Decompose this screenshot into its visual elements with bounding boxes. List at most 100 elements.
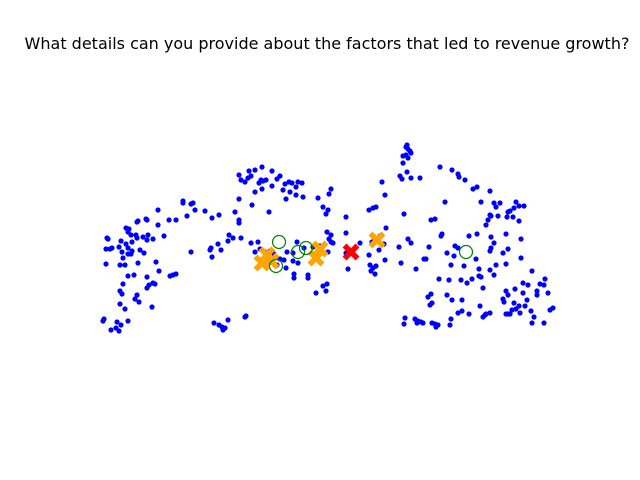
scatter-point xyxy=(510,214,516,220)
scatter-point xyxy=(315,195,321,201)
scatter-point xyxy=(324,229,330,235)
scatter-point xyxy=(274,176,280,182)
scatter-point xyxy=(156,268,162,274)
scatter-point xyxy=(260,178,266,184)
scatter-point xyxy=(451,253,457,259)
scatter-point xyxy=(345,266,351,272)
scatter-point xyxy=(232,209,238,215)
scatter-point xyxy=(408,175,414,181)
scatter-point xyxy=(242,314,248,320)
scatter-point xyxy=(449,167,455,173)
scatter-point xyxy=(482,312,488,318)
scatter-point xyxy=(524,297,530,303)
scatter-point xyxy=(313,290,319,296)
scatter-point xyxy=(412,316,418,322)
scatter-point xyxy=(405,155,411,161)
scatter-point xyxy=(469,276,475,282)
scatter-point xyxy=(401,321,407,327)
scatter-point xyxy=(488,245,494,251)
scatter-point xyxy=(522,303,528,309)
scatter-point xyxy=(103,246,109,252)
scatter-point xyxy=(497,200,503,206)
scatter-point xyxy=(455,171,461,177)
scatter-point xyxy=(442,199,448,205)
scatter-point xyxy=(541,320,547,326)
scatter-point xyxy=(123,241,129,247)
scatter-point xyxy=(144,217,150,223)
scatter-point xyxy=(173,271,179,277)
scatter-point xyxy=(520,290,526,296)
scatter-point xyxy=(137,247,143,253)
scatter-point xyxy=(252,189,258,195)
scatter-point xyxy=(149,304,155,310)
circle-marker xyxy=(268,258,284,274)
scatter-point xyxy=(459,297,465,303)
scatter-point xyxy=(101,316,107,322)
scatter-point xyxy=(103,261,109,267)
scatter-point xyxy=(328,186,334,192)
scatter-point xyxy=(458,277,464,283)
scatter-point xyxy=(485,217,491,223)
scatter-point xyxy=(146,282,152,288)
scatter-point xyxy=(505,292,511,298)
scatter-point xyxy=(511,205,517,211)
scatter-point xyxy=(300,194,306,200)
scatter-point xyxy=(117,301,123,307)
scatter-point xyxy=(404,142,410,148)
scatter-point xyxy=(373,204,379,210)
scatter-point xyxy=(420,320,426,326)
scatter-point xyxy=(287,189,293,195)
scatter-point xyxy=(215,241,221,247)
scatter-point xyxy=(184,213,190,219)
scatter-point xyxy=(491,200,497,206)
scatter-point xyxy=(505,246,511,252)
scatter-point xyxy=(269,183,275,189)
scatter-point xyxy=(104,235,110,241)
scatter-point xyxy=(117,262,123,268)
scatter-point xyxy=(474,184,480,190)
scatter-point xyxy=(528,308,534,314)
scatter-point xyxy=(464,280,470,286)
scatter-point xyxy=(493,204,499,210)
scatter-point xyxy=(343,230,349,236)
scatter-point xyxy=(493,262,499,268)
scatter-point xyxy=(517,310,523,316)
scatter-point xyxy=(225,238,231,244)
scatter-point xyxy=(428,291,434,297)
scatter-point xyxy=(545,290,551,296)
scatter-point xyxy=(487,267,493,273)
scatter-point xyxy=(516,218,522,224)
plot-area xyxy=(100,142,556,334)
scatter-point xyxy=(123,225,129,231)
scatter-point xyxy=(529,268,535,274)
scatter-point xyxy=(509,307,515,313)
scatter-point xyxy=(488,213,494,219)
scatter-point xyxy=(423,256,429,262)
scatter-point xyxy=(466,233,472,239)
scatter-point xyxy=(294,239,300,245)
scatter-point xyxy=(140,234,146,240)
scatter-point xyxy=(120,281,126,287)
circle-marker xyxy=(458,244,474,260)
scatter-point xyxy=(503,261,509,267)
scatter-point xyxy=(447,322,453,328)
scatter-point xyxy=(118,322,124,328)
scatter-point xyxy=(401,211,407,217)
scatter-point xyxy=(283,265,289,271)
scatter-point xyxy=(109,245,115,251)
scatter-point xyxy=(455,310,461,316)
cross-marker xyxy=(342,243,360,261)
scatter-point xyxy=(521,203,527,209)
scatter-point xyxy=(531,314,537,320)
scatter-point xyxy=(529,320,535,326)
scatter-point xyxy=(436,276,442,282)
scatter-point xyxy=(323,211,329,217)
scatter-point xyxy=(541,282,547,288)
scatter-point xyxy=(125,273,131,279)
scatter-point xyxy=(373,263,379,269)
scatter-point xyxy=(366,207,372,213)
scatter-point xyxy=(246,168,252,174)
scatter-point xyxy=(476,266,482,272)
scatter-point xyxy=(400,160,406,166)
scatter-point xyxy=(478,274,484,280)
